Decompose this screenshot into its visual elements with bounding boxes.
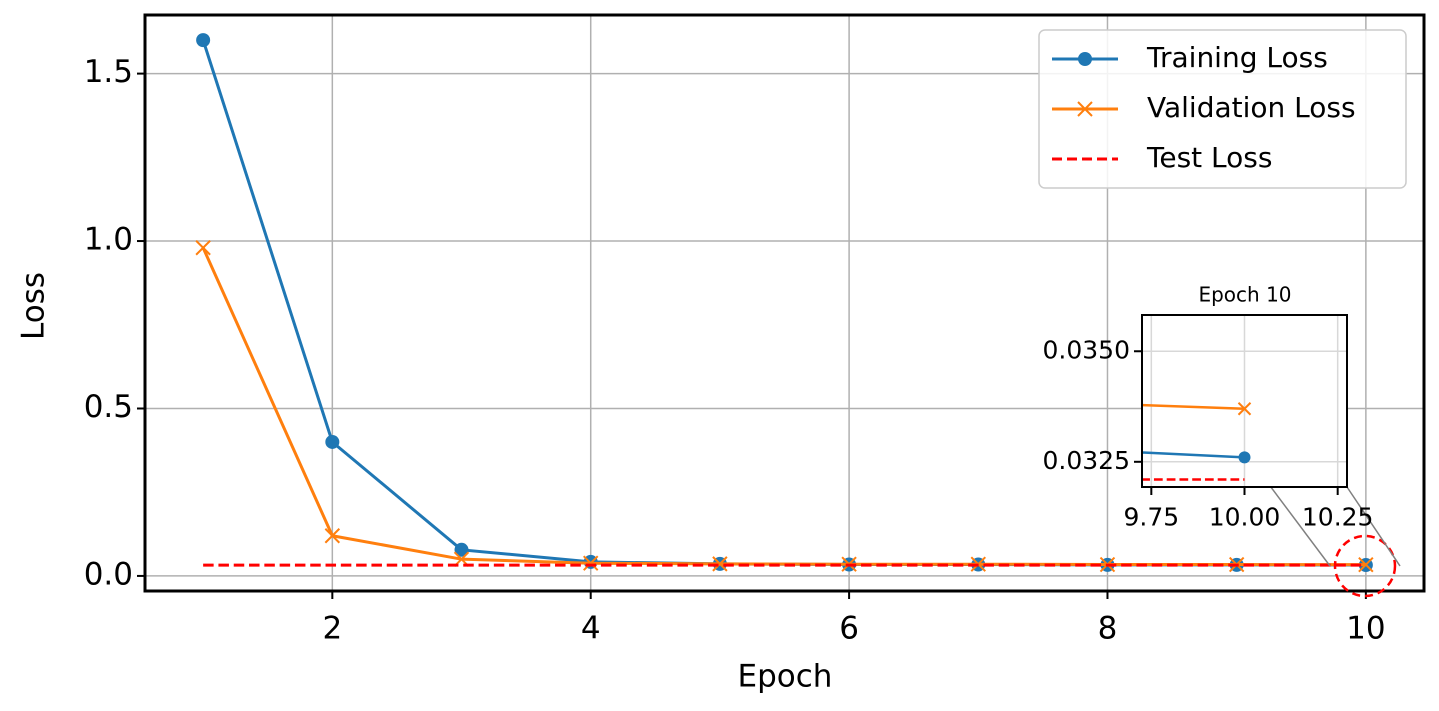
zoom-circle — [1333, 534, 1397, 598]
x-tick-label: 4 — [581, 610, 601, 646]
x-tick-label: 10.00 — [1209, 502, 1281, 531]
y-axis-label: Loss — [16, 272, 52, 340]
marker — [583, 555, 599, 571]
marker — [493, 434, 505, 446]
marker — [1238, 451, 1251, 464]
marker — [454, 542, 469, 557]
marker — [196, 33, 211, 48]
marker — [866, 389, 878, 401]
inset-title: Epoch 10 — [1198, 283, 1291, 307]
legend-marker — [1077, 101, 1093, 117]
legend-marker — [1078, 52, 1092, 66]
y-tick-label: 0.5 — [84, 389, 133, 425]
connector — [1346, 486, 1401, 567]
x-tick-label: 2 — [322, 610, 342, 646]
marker — [120, 345, 132, 357]
marker — [325, 434, 340, 449]
x-tick-label: 10.25 — [1302, 502, 1374, 531]
y-tick-label: 1.0 — [84, 222, 133, 258]
marker — [195, 240, 211, 256]
legend-label: Test Loss — [1146, 141, 1272, 174]
marker — [1358, 556, 1374, 573]
marker — [712, 556, 728, 572]
y-tick-label: 0.0325 — [1043, 446, 1130, 475]
y-tick-label: 0.0 — [84, 556, 133, 592]
plot-frame — [143, 13, 1426, 593]
x-tick-label: 10 — [1346, 610, 1385, 646]
marker — [324, 528, 341, 544]
x-tick-label: 9.75 — [1123, 502, 1179, 531]
marker — [493, 389, 505, 401]
legend-label: Validation Loss — [1147, 91, 1356, 124]
marker — [866, 434, 878, 446]
x-tick-label: 8 — [1098, 610, 1118, 646]
legend-box — [1038, 29, 1407, 189]
x-axis-label: Epoch — [738, 659, 833, 695]
legend-label: Training Loss — [1146, 41, 1328, 74]
x-tick-label: 6 — [839, 610, 859, 646]
marker — [1237, 402, 1252, 416]
y-tick-label: 1.5 — [84, 54, 133, 90]
y-tick-label: 0.0350 — [1043, 335, 1130, 364]
